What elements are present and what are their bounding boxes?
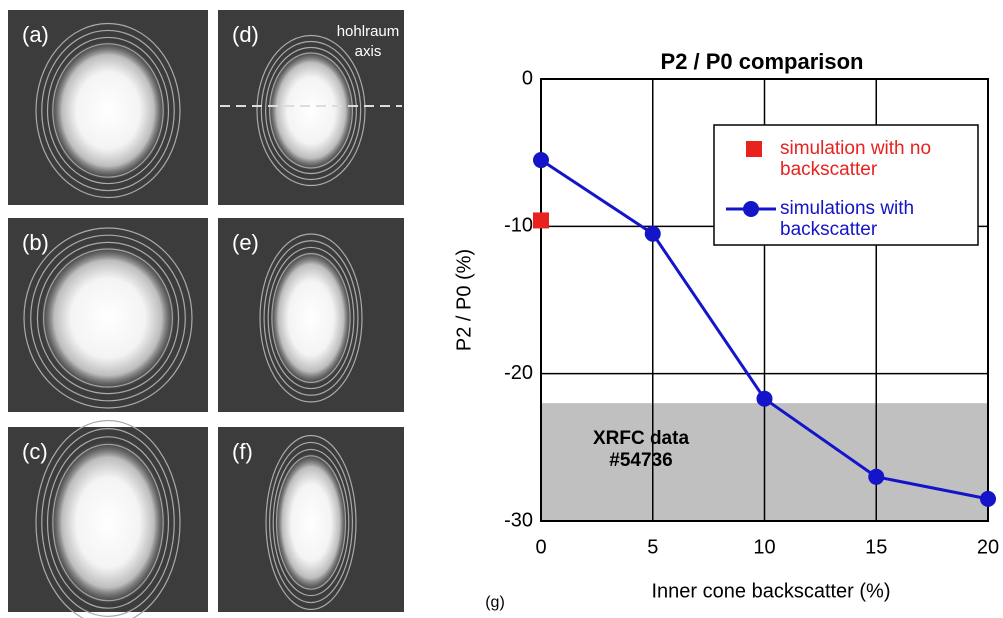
panel-label: (a) bbox=[22, 22, 49, 47]
legend-label: simulations with backscatter bbox=[780, 198, 945, 240]
x-axis-label: Inner cone backscatter (%) bbox=[652, 580, 891, 602]
panel-label: (g) bbox=[485, 594, 505, 611]
hotspot bbox=[268, 51, 354, 171]
panel-label: (e) bbox=[232, 230, 259, 255]
x-tick-label: 0 bbox=[535, 536, 546, 558]
y-tick-label: 0 bbox=[522, 67, 533, 89]
marker bbox=[868, 469, 884, 485]
panel-label: (c) bbox=[22, 439, 48, 464]
marker bbox=[980, 491, 996, 507]
y-tick-label: -30 bbox=[504, 509, 533, 531]
x-tick-label: 5 bbox=[647, 536, 658, 558]
figure-svg: (a)(d)hohlraumaxis(b)(e)(c)(f) P2 / P0 c… bbox=[0, 0, 1003, 618]
x-tick-label: 20 bbox=[977, 536, 999, 558]
marker bbox=[533, 212, 549, 228]
hotspot bbox=[50, 41, 165, 180]
marker bbox=[757, 391, 773, 407]
y-tick-label: -20 bbox=[504, 362, 533, 384]
marker bbox=[533, 152, 549, 168]
legend-marker bbox=[743, 201, 759, 217]
y-tick-label: -10 bbox=[504, 215, 533, 237]
marker bbox=[645, 226, 661, 242]
y-axis-label: P2 / P0 (%) bbox=[453, 249, 475, 351]
shade-label: XRFC data #54736 bbox=[581, 428, 701, 472]
panel-label: (b) bbox=[22, 230, 49, 255]
legend-marker bbox=[746, 141, 762, 157]
panel-label: (f) bbox=[232, 439, 253, 464]
figure: (a)(d)hohlraumaxis(b)(e)(c)(f) P2 / P0 c… bbox=[0, 0, 1003, 618]
hotspot bbox=[270, 251, 352, 385]
x-tick-label: 10 bbox=[753, 536, 775, 558]
legend-label: simulation with no backscatter bbox=[780, 138, 945, 180]
chart-title: P2 / P0 comparison bbox=[661, 49, 864, 74]
panel-label: (d) bbox=[232, 22, 259, 47]
hotspot bbox=[50, 441, 165, 604]
hotspot bbox=[275, 453, 347, 592]
hotspot bbox=[41, 246, 175, 390]
x-tick-label: 15 bbox=[865, 536, 887, 558]
